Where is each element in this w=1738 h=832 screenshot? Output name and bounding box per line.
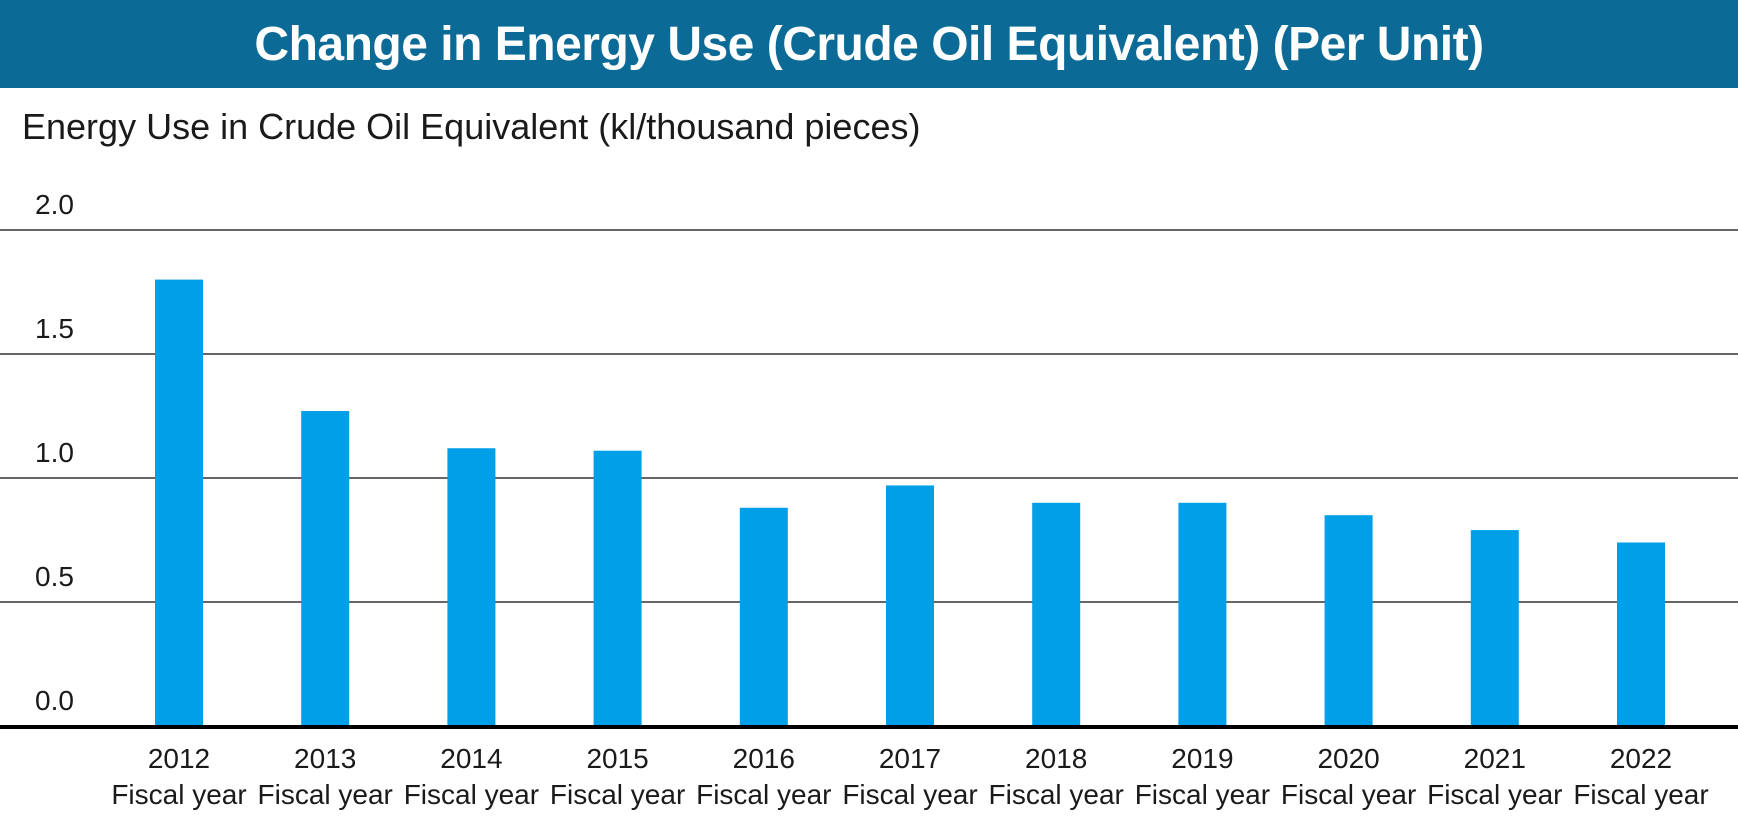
x-tick-label: Fiscal year bbox=[1281, 779, 1416, 810]
x-tick-label: Fiscal year bbox=[989, 779, 1124, 810]
x-tick-label: Fiscal year bbox=[1427, 779, 1562, 810]
bar bbox=[1324, 515, 1373, 726]
x-tick-year: 2017 bbox=[879, 743, 941, 774]
y-axis-label: Energy Use in Crude Oil Equivalent (kl/t… bbox=[22, 106, 921, 147]
x-tick-year: 2016 bbox=[733, 743, 795, 774]
bar bbox=[447, 448, 496, 726]
bar bbox=[593, 450, 642, 726]
x-tick-year: 2022 bbox=[1610, 743, 1672, 774]
title-bar: Change in Energy Use (Crude Oil Equivale… bbox=[0, 0, 1738, 88]
x-tick-label: Fiscal year bbox=[1135, 779, 1270, 810]
y-tick-label: 1.5 bbox=[35, 313, 74, 344]
x-tick-label: Fiscal year bbox=[1573, 779, 1708, 810]
x-tick-year: 2014 bbox=[440, 743, 502, 774]
x-tick-year: 2015 bbox=[586, 743, 648, 774]
x-tick-label: Fiscal year bbox=[111, 779, 246, 810]
x-tick-label: Fiscal year bbox=[842, 779, 977, 810]
chart-title: Change in Energy Use (Crude Oil Equivale… bbox=[254, 17, 1484, 71]
y-tick-label: 1.0 bbox=[35, 437, 74, 468]
bar bbox=[301, 411, 350, 726]
bar bbox=[1178, 502, 1227, 726]
x-tick-label: Fiscal year bbox=[696, 779, 831, 810]
y-tick-label: 2.0 bbox=[35, 189, 74, 220]
bar bbox=[1617, 542, 1665, 726]
bar bbox=[739, 507, 788, 726]
x-tick-year: 2019 bbox=[1171, 743, 1233, 774]
bar bbox=[1032, 502, 1081, 726]
x-tick-year: 2012 bbox=[148, 743, 210, 774]
x-tick-year: 2021 bbox=[1464, 743, 1526, 774]
bar bbox=[1470, 530, 1519, 726]
y-tick-label: 0.0 bbox=[35, 685, 74, 716]
x-tick-year: 2020 bbox=[1317, 743, 1379, 774]
y-tick-label: 0.5 bbox=[35, 561, 74, 592]
bar bbox=[155, 279, 203, 726]
x-tick-label: Fiscal year bbox=[258, 779, 393, 810]
x-tick-label: Fiscal year bbox=[550, 779, 685, 810]
x-tick-label: Fiscal year bbox=[404, 779, 539, 810]
x-tick-year: 2013 bbox=[294, 743, 356, 774]
bar bbox=[886, 485, 934, 726]
x-tick-year: 2018 bbox=[1025, 743, 1087, 774]
